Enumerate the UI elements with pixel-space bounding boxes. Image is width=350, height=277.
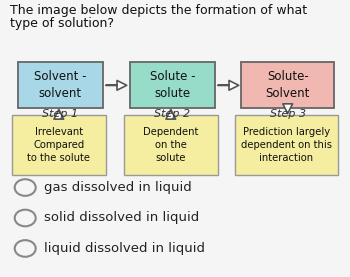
Text: Dependent
on the
solute: Dependent on the solute xyxy=(143,127,198,163)
Text: Solute -
solute: Solute - solute xyxy=(150,70,195,100)
Text: Solvent -
solvent: Solvent - solvent xyxy=(34,70,87,100)
FancyBboxPatch shape xyxy=(130,62,215,108)
FancyBboxPatch shape xyxy=(234,115,338,175)
Text: The image below depicts the formation of what: The image below depicts the formation of… xyxy=(10,4,308,17)
Text: solid dissolved in liquid: solid dissolved in liquid xyxy=(44,211,199,224)
FancyBboxPatch shape xyxy=(12,115,106,175)
FancyBboxPatch shape xyxy=(124,115,218,175)
Text: gas dissolved in liquid: gas dissolved in liquid xyxy=(44,181,191,194)
Text: Step 1: Step 1 xyxy=(42,109,78,119)
Text: Prediction largely
dependent on this
interaction: Prediction largely dependent on this int… xyxy=(241,127,332,163)
Text: Step 2: Step 2 xyxy=(154,109,190,119)
Text: liquid dissolved in liquid: liquid dissolved in liquid xyxy=(44,242,205,255)
FancyBboxPatch shape xyxy=(18,62,103,108)
FancyBboxPatch shape xyxy=(241,62,334,108)
Text: type of solution?: type of solution? xyxy=(10,17,114,30)
Text: Solute-
Solvent: Solute- Solvent xyxy=(266,70,310,100)
Text: Step 3: Step 3 xyxy=(270,109,306,119)
Text: Irrelevant
Compared
to the solute: Irrelevant Compared to the solute xyxy=(27,127,90,163)
